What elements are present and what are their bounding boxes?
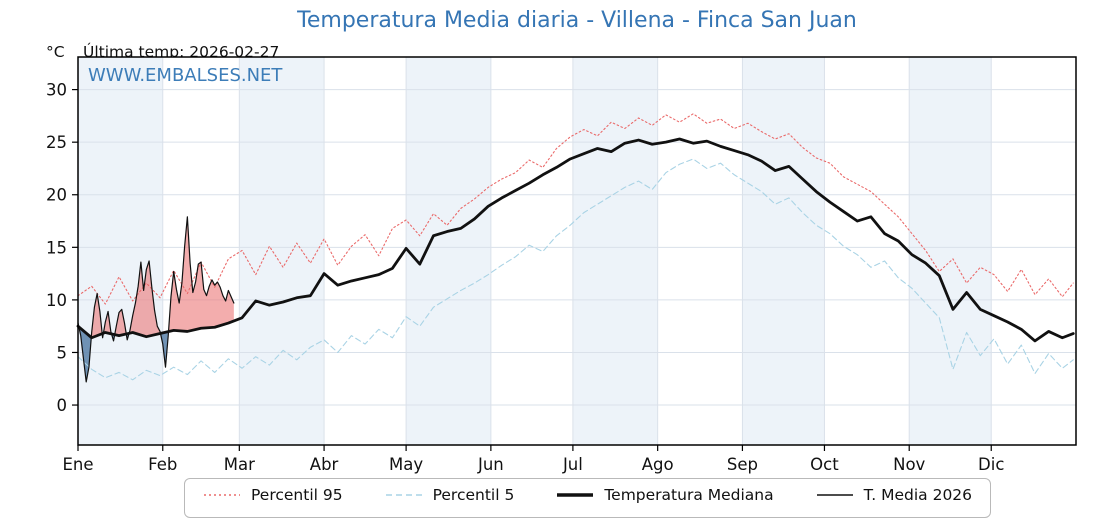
x-tick-label-oct: Oct: [810, 455, 839, 474]
x-tick-label-jul: Jul: [562, 455, 583, 474]
x-tick-label-feb: Feb: [148, 455, 177, 474]
legend-item-temperatura-mediana: Temperatura Mediana: [556, 486, 774, 504]
legend-label: Percentil 5: [432, 486, 515, 504]
axis-ticks: [72, 88, 992, 451]
legend-label: Temperatura Mediana: [604, 486, 774, 504]
series-line-percentil-95: [77, 113, 1074, 305]
dashed-lightblue-sample: [385, 494, 422, 496]
x-tick-label-abr: Abr: [310, 455, 339, 474]
y-tick-label: 10: [46, 291, 67, 310]
x-tick-label-may: May: [389, 455, 423, 474]
axis-tick-labels: 0 5 10 15 20 25 30 Ene Feb Mar Abr May Jun Jul Ago Sep O…: [46, 81, 1004, 474]
y-tick-label: 0: [57, 396, 68, 415]
legend-item-percentil-95: Percentil 95: [203, 486, 343, 504]
series-line-t-media-2026: [77, 216, 235, 383]
y-tick-label: 15: [46, 238, 67, 257]
x-tick-label-jun: Jun: [477, 455, 504, 474]
page-title: Temperatura Media diaria - Villena - Fin…: [297, 8, 857, 33]
x-tick-label-sep: Sep: [727, 455, 758, 474]
x-tick-label-mar: Mar: [224, 455, 255, 474]
x-tick-label-nov: Nov: [893, 455, 925, 474]
watermark-text: WWW.EMBALSES.NET: [88, 65, 283, 86]
temperature-chart: 0 5 10 15 20 25 30 Ene Feb Mar Abr May Jun Jul Ago Sep O…: [46, 56, 1077, 474]
plot-frame: [77, 56, 1077, 446]
y-tick-label: 30: [46, 81, 67, 100]
chart-legend: Percentil 95 Percentil 5 Temperatura Media…: [184, 478, 992, 518]
dotted-red-sample: [204, 494, 240, 496]
series-line-percentil-5: [77, 158, 1074, 381]
y-tick-label: 20: [46, 186, 67, 205]
x-tick-label-ago: Ago: [642, 455, 674, 474]
y-axis-unit-label: °C: [46, 43, 65, 61]
thick-black-sample: [557, 493, 594, 497]
x-tick-label-ene: Ene: [62, 455, 93, 474]
legend-label: Percentil 95: [251, 486, 343, 504]
legend-item-t-media-2026: T. Media 2026: [816, 486, 972, 504]
thin-black-sample: [816, 494, 853, 496]
month-bands: [78, 57, 992, 445]
legend-label: T. Media 2026: [863, 486, 973, 504]
y-tick-label: 5: [57, 343, 68, 362]
x-tick-label-dic: Dic: [978, 455, 1004, 474]
y-tick-label: 25: [46, 133, 67, 152]
series-line-temperatura-mediana: [76, 137, 1075, 343]
legend-item-percentil-5: Percentil 5: [385, 486, 515, 504]
